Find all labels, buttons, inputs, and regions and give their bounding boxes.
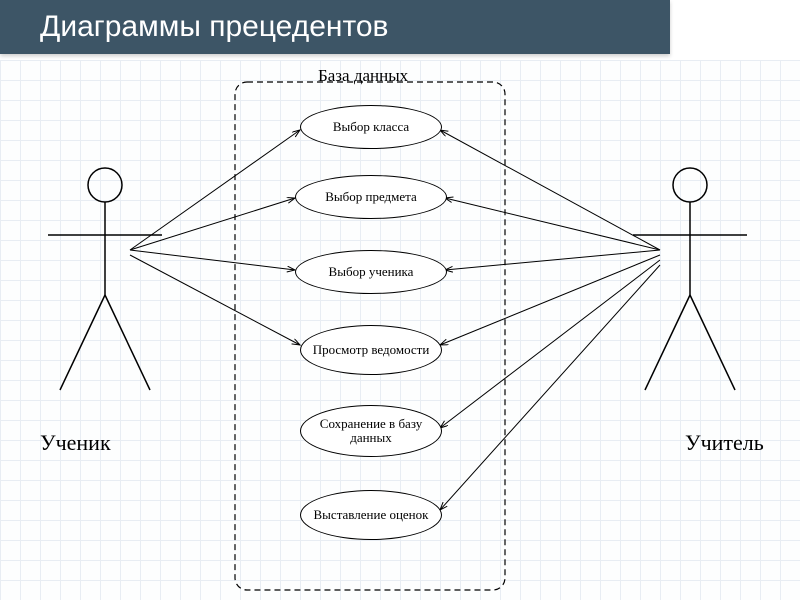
edge-student-uc2 xyxy=(130,198,295,250)
usecase-uc1: Выбор класса xyxy=(300,105,442,149)
page-title: Диаграммы прецедентов xyxy=(0,0,670,54)
edge-teacher-uc3 xyxy=(445,250,660,270)
edge-teacher-uc6 xyxy=(440,265,660,510)
usecase-label: Выбор ученика xyxy=(321,265,422,279)
edge-teacher-uc5 xyxy=(440,260,660,428)
actor-teacher xyxy=(633,168,747,390)
edge-teacher-uc1 xyxy=(440,130,660,250)
usecase-uc4: Просмотр ведомости xyxy=(300,325,442,375)
edge-student-uc4 xyxy=(130,255,300,345)
usecase-uc2: Выбор предмета xyxy=(295,175,447,219)
edge-teacher-uc2 xyxy=(445,198,660,250)
usecase-uc6: Выставление оценок xyxy=(300,490,442,540)
usecase-uc5: Сохранение в базу данных xyxy=(300,405,442,457)
edge-student-uc3 xyxy=(130,250,295,270)
usecase-label: Выставление оценок xyxy=(306,508,437,522)
edge-teacher-uc4 xyxy=(440,255,660,345)
usecase-label: Просмотр ведомости xyxy=(305,343,438,357)
actor-student xyxy=(48,168,162,390)
edge-student-uc1 xyxy=(130,130,300,250)
system-boundary-label: База данных xyxy=(318,66,408,86)
usecase-uc3: Выбор ученика xyxy=(295,250,447,294)
usecase-label: Выбор класса xyxy=(325,120,417,134)
usecase-label: Сохранение в базу данных xyxy=(301,417,441,446)
usecase-label: Выбор предмета xyxy=(317,190,425,204)
actor-label-teacher: Учитель xyxy=(685,430,764,456)
actor-label-student: Ученик xyxy=(40,430,111,456)
